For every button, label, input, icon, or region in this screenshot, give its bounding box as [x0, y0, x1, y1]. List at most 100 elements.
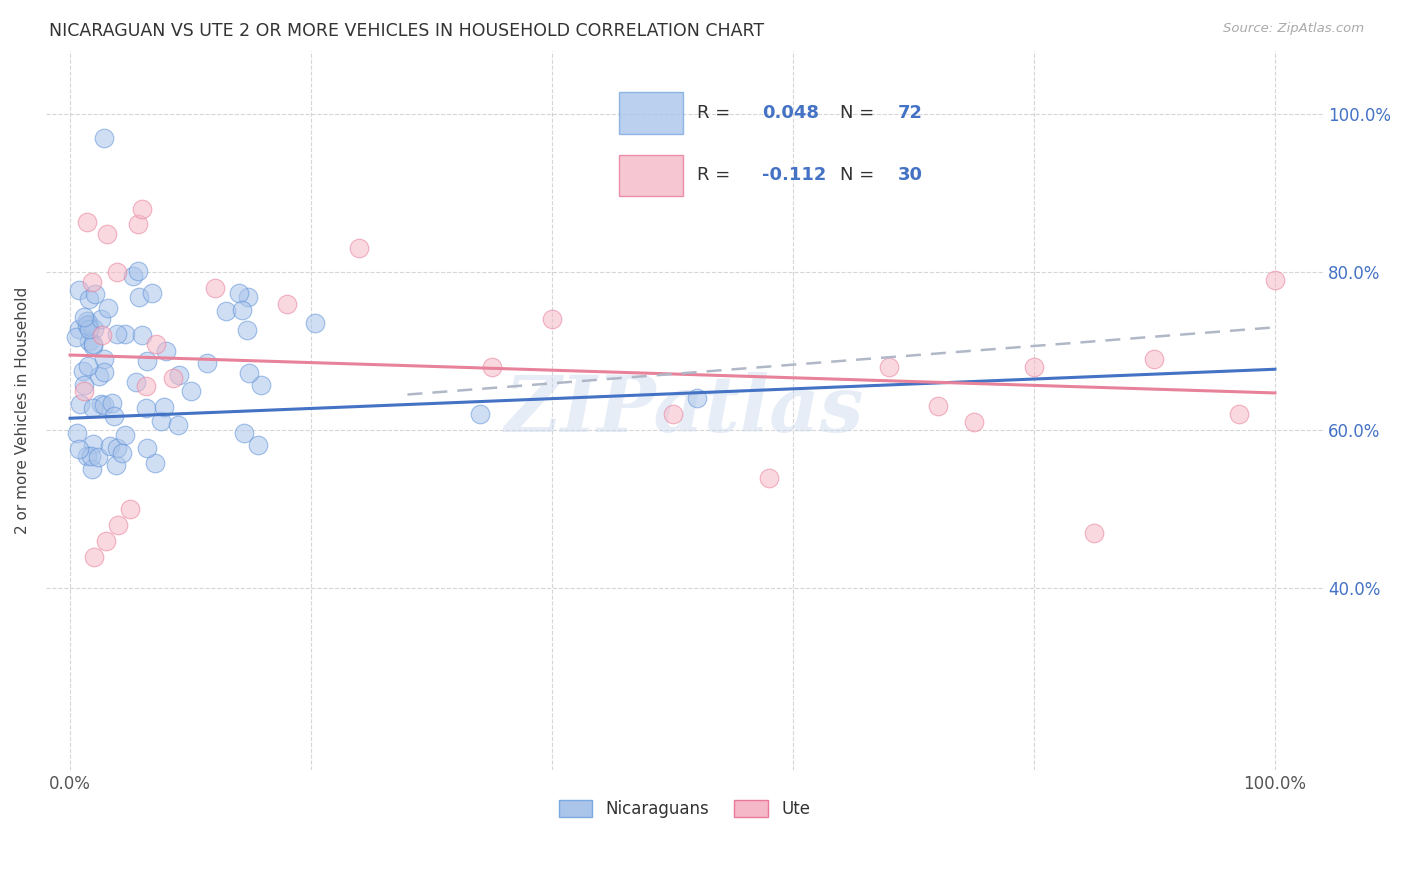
Point: [758, 470, 780, 484]
Point: [101, 395, 124, 409]
Point: [80, 275, 103, 289]
Point: [1022, 359, 1045, 374]
Point: [80, 461, 103, 475]
Point: [135, 379, 157, 393]
Point: [72, 364, 94, 378]
Point: [73, 384, 96, 398]
Y-axis label: 2 or more Vehicles in Household: 2 or more Vehicles in Household: [15, 286, 30, 534]
Point: [67, 322, 90, 336]
Point: [73, 378, 96, 392]
Point: [927, 400, 949, 414]
Point: [349, 241, 371, 255]
Point: [83, 549, 105, 564]
Text: Source: ZipAtlas.com: Source: ZipAtlas.com: [1223, 22, 1364, 36]
Point: [238, 366, 260, 380]
Point: [236, 322, 259, 336]
Point: [111, 446, 134, 460]
Point: [84, 287, 107, 301]
Point: [87, 450, 110, 464]
Point: [93, 130, 115, 145]
Point: [166, 417, 188, 432]
Point: [93, 398, 115, 412]
Point: [82, 401, 104, 416]
Point: [141, 285, 163, 300]
Point: [195, 356, 218, 370]
Point: [82, 336, 104, 351]
Text: NICARAGUAN VS UTE 2 OR MORE VEHICLES IN HOUSEHOLD CORRELATION CHART: NICARAGUAN VS UTE 2 OR MORE VEHICLES IN …: [49, 22, 765, 40]
Point: [481, 359, 503, 374]
Point: [105, 458, 128, 472]
Point: [135, 401, 157, 415]
Point: [150, 414, 173, 428]
Point: [80, 449, 103, 463]
Point: [1227, 407, 1250, 421]
Point: [136, 354, 159, 368]
Point: [167, 368, 190, 382]
Point: [83, 322, 105, 336]
Point: [128, 290, 150, 304]
Point: [125, 375, 148, 389]
Point: [136, 441, 159, 455]
Point: [541, 312, 564, 326]
Point: [76, 449, 98, 463]
Point: [879, 359, 901, 374]
Point: [143, 456, 166, 470]
Legend: Nicaraguans, Ute: Nicaraguans, Ute: [551, 791, 818, 826]
Point: [91, 327, 114, 342]
Point: [107, 518, 129, 533]
Point: [77, 334, 100, 348]
Point: [231, 303, 253, 318]
Point: [127, 217, 149, 231]
Point: [155, 344, 177, 359]
Point: [100, 439, 122, 453]
Point: [145, 337, 167, 351]
Point: [65, 330, 87, 344]
Point: [105, 327, 128, 342]
Point: [120, 502, 142, 516]
Point: [67, 442, 90, 456]
Point: [93, 351, 115, 366]
Point: [87, 369, 110, 384]
Point: [152, 400, 174, 414]
Point: [76, 215, 98, 229]
Point: [131, 328, 153, 343]
Point: [127, 264, 149, 278]
Point: [96, 227, 118, 241]
Point: [1264, 273, 1286, 287]
Point: [661, 407, 683, 421]
Point: [204, 281, 226, 295]
Point: [228, 286, 250, 301]
Point: [90, 312, 112, 326]
Point: [69, 397, 91, 411]
Point: [131, 202, 153, 216]
Point: [76, 318, 98, 333]
Point: [79, 317, 101, 331]
Point: [90, 397, 112, 411]
Point: [180, 384, 202, 398]
Point: [96, 533, 118, 548]
Point: [77, 292, 100, 306]
Point: [304, 317, 326, 331]
Point: [76, 314, 98, 328]
Point: [93, 365, 115, 379]
Point: [250, 378, 273, 392]
Point: [82, 437, 104, 451]
Point: [685, 392, 707, 406]
Point: [215, 303, 238, 318]
Point: [103, 409, 125, 424]
Point: [114, 326, 136, 341]
Point: [77, 359, 100, 374]
Point: [105, 442, 128, 456]
Point: [82, 339, 104, 353]
Point: [276, 296, 298, 310]
Point: [233, 425, 256, 440]
Point: [121, 268, 143, 283]
Point: [79, 321, 101, 335]
Point: [114, 428, 136, 442]
Point: [963, 415, 986, 429]
Point: [1143, 351, 1166, 366]
Point: [162, 371, 184, 385]
Point: [105, 265, 128, 279]
Point: [246, 438, 269, 452]
Point: [236, 290, 259, 304]
